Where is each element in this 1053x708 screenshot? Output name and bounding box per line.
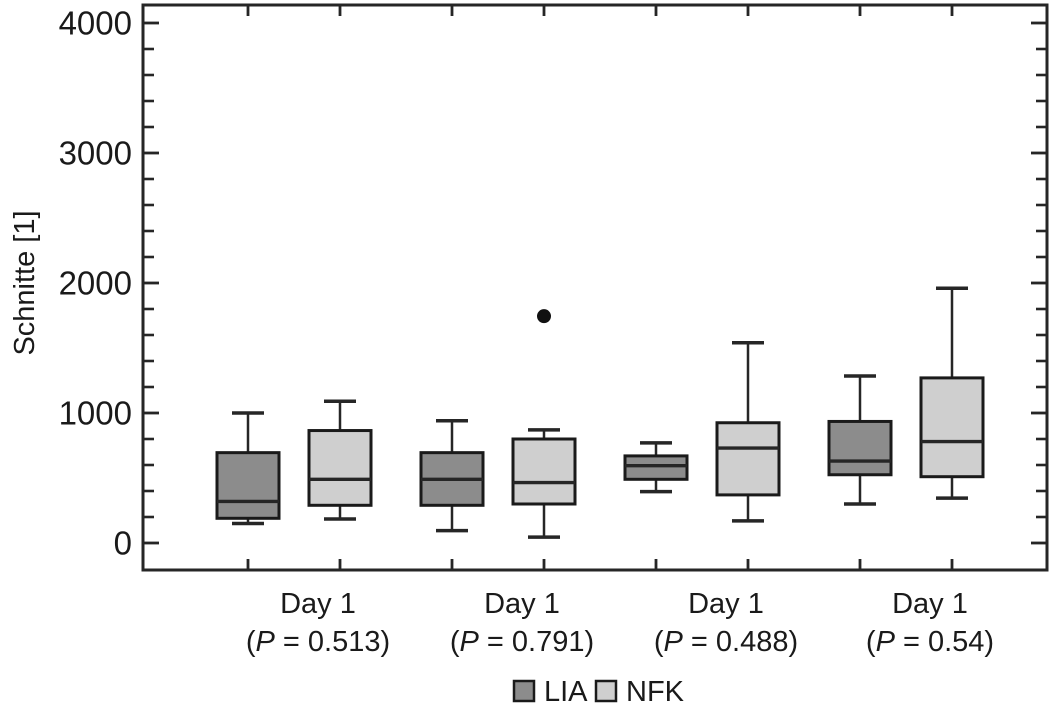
box-NFK-group1 bbox=[307, 429, 373, 507]
box-NFK-group4 bbox=[919, 376, 985, 479]
legend-swatch-lia bbox=[512, 679, 536, 703]
plot-frame bbox=[141, 3, 1049, 572]
x-group-label: Day 1 bbox=[892, 588, 968, 620]
box-NFK-group3 bbox=[715, 421, 781, 497]
y-tick-label: 1000 bbox=[59, 395, 132, 432]
box-NFK-group2 bbox=[511, 437, 577, 506]
legend-swatch-nfk bbox=[594, 679, 618, 703]
legend: LIA NFK bbox=[512, 676, 685, 708]
y-axis-title: Schnitte [1] bbox=[9, 210, 41, 355]
box-LIA-group1 bbox=[215, 451, 281, 520]
x-group-label: Day 1 bbox=[280, 588, 356, 620]
x-group-p-label: (P = 0.54) bbox=[866, 626, 994, 658]
y-tick-label: 3000 bbox=[59, 135, 132, 172]
x-group-p-label: (P = 0.488) bbox=[654, 626, 798, 658]
box-LIA-group3 bbox=[623, 454, 689, 481]
legend-label-lia: LIA bbox=[544, 676, 588, 708]
y-tick-label: 2000 bbox=[59, 265, 132, 302]
y-tick-label: 0 bbox=[114, 525, 132, 562]
plot-area: 0 1000 2000 3000 4000 Day 1 (P = 0.513) Day 1 (P… bbox=[59, 3, 1049, 658]
legend-label-nfk: NFK bbox=[626, 676, 685, 708]
y-tick-label: 4000 bbox=[59, 5, 132, 42]
x-group-p-label: (P = 0.513) bbox=[246, 626, 390, 658]
x-group-label: Day 1 bbox=[688, 588, 764, 620]
outlier-point-NFK-group2 bbox=[537, 309, 551, 324]
x-group-label: Day 1 bbox=[484, 588, 560, 620]
box-LIA-group4 bbox=[827, 419, 893, 477]
x-group-p-label: (P = 0.791) bbox=[450, 626, 594, 658]
